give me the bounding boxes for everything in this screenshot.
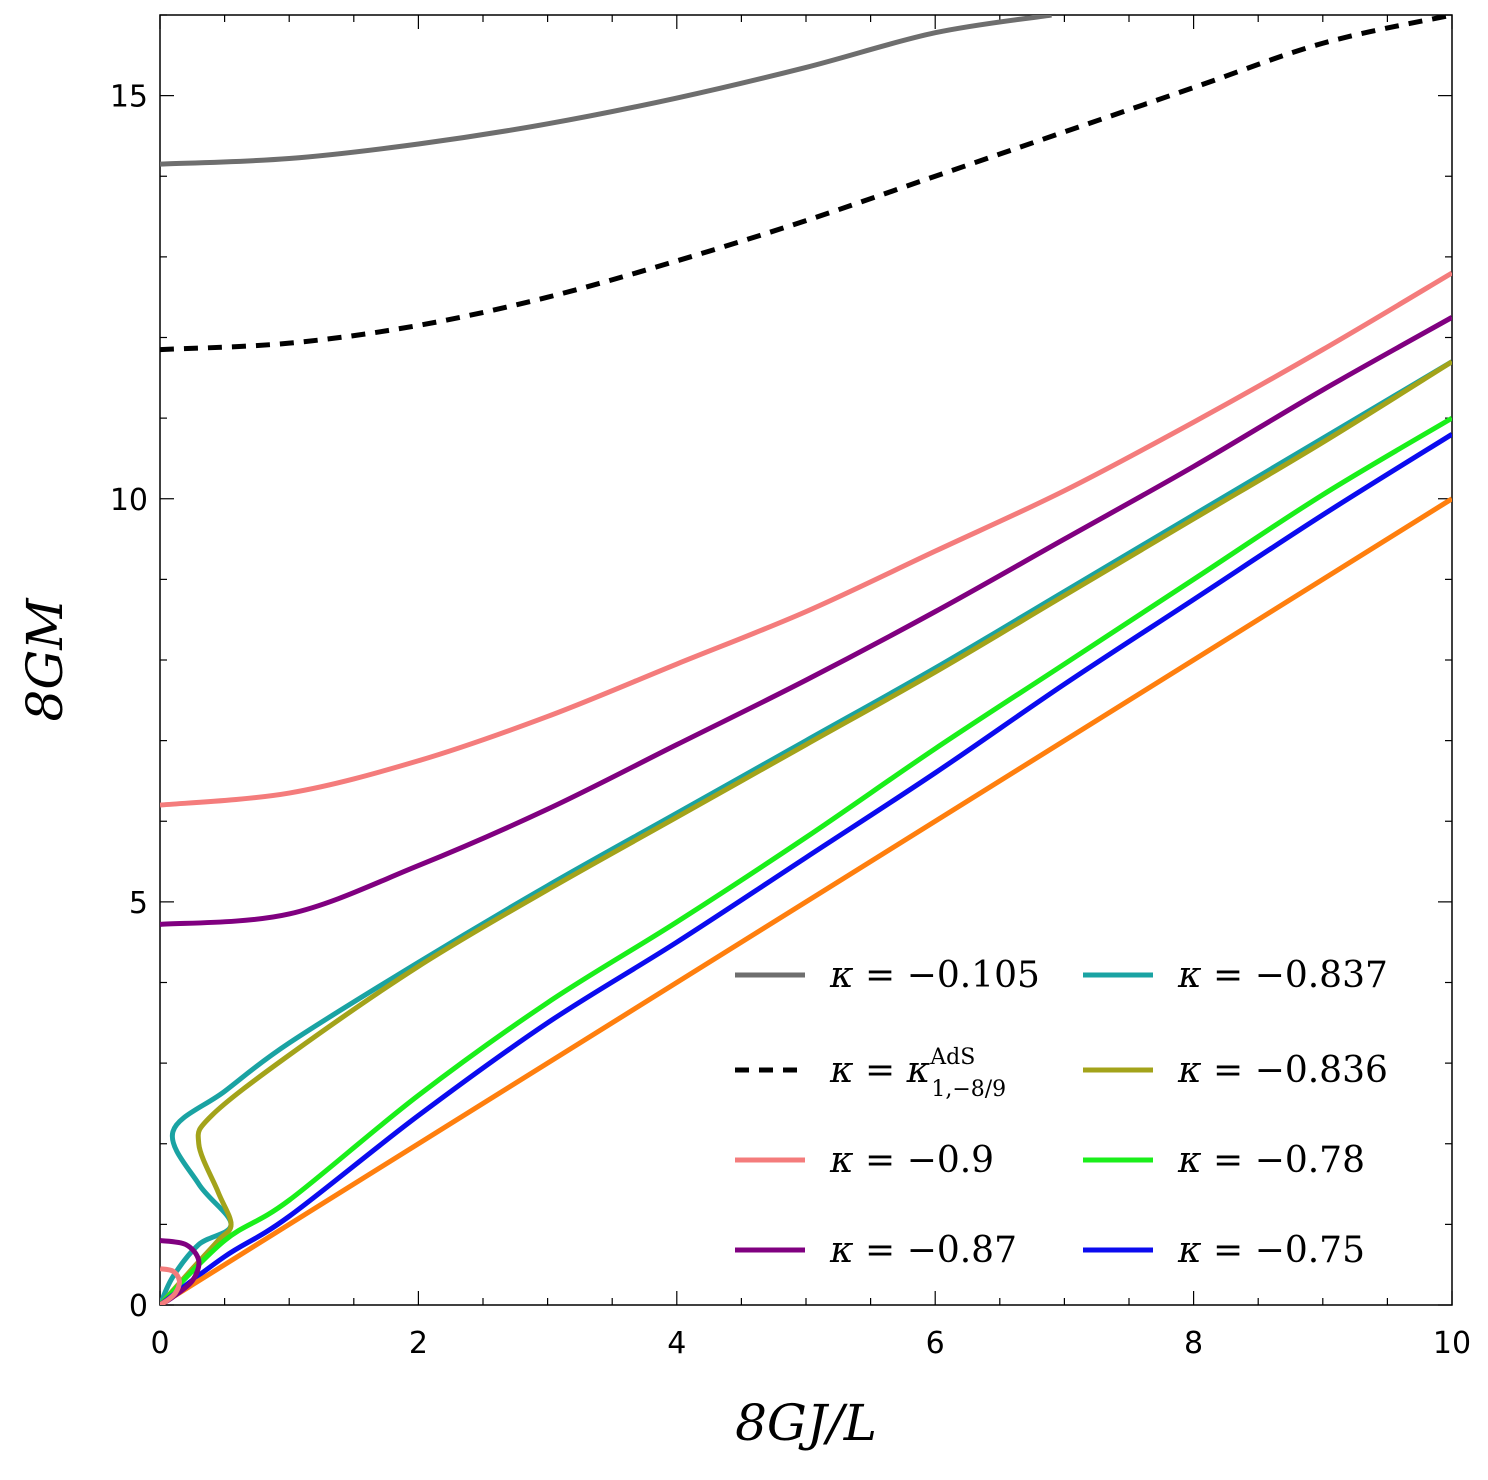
y-tick-label: 5 <box>129 886 148 921</box>
legend-label: κ = −0.87 <box>829 1230 1017 1271</box>
x-axis-label: 8GJ/L <box>735 1394 877 1452</box>
y-tick-label: 10 <box>110 483 148 518</box>
legend: κ = −0.105 κ = κAdS 1,−8/9 κ = −0.9 κ = −0.8… <box>735 955 1388 1271</box>
series-line-0 <box>160 15 1052 167</box>
x-tick-label: 8 <box>1184 1326 1203 1361</box>
series-line-1 <box>160 15 1452 353</box>
legend-label: κ = κAdS 1,−8/9 <box>829 1045 1006 1102</box>
legend-label: κ = −0.75 <box>1177 1230 1365 1271</box>
x-tick-label: 2 <box>409 1326 428 1361</box>
ticks: 0 2 4 6 8 10 0 5 10 15 <box>110 14 1471 1361</box>
legend-label: κ = −0.78 <box>1177 1140 1365 1181</box>
series-line-3 <box>160 315 1452 927</box>
y-axis-label: 8GM <box>16 597 74 722</box>
series-line-2 <box>160 270 1452 808</box>
legend-label: κ = −0.837 <box>1177 955 1388 996</box>
legend-label: κ = −0.9 <box>829 1140 994 1181</box>
x-tick-label: 0 <box>150 1326 169 1361</box>
legend-label: κ = −0.836 <box>1177 1050 1388 1091</box>
y-tick-label: 0 <box>129 1289 148 1324</box>
series-line-6 <box>160 415 1452 1305</box>
x-tick-label: 4 <box>667 1326 686 1361</box>
y-tick-label: 15 <box>110 80 148 115</box>
series-line-7 <box>160 432 1452 1305</box>
x-tick-label: 10 <box>1433 1326 1471 1361</box>
series-line-4 <box>160 359 1452 1305</box>
plot-frame <box>159 14 1453 1306</box>
series-line-8 <box>160 496 1452 1305</box>
x-tick-label: 6 <box>926 1326 945 1361</box>
series-line-5 <box>160 359 1452 1305</box>
series-layer <box>160 15 1452 1305</box>
series-line-10 <box>160 1266 182 1305</box>
legend-label: κ = −0.105 <box>829 955 1040 996</box>
